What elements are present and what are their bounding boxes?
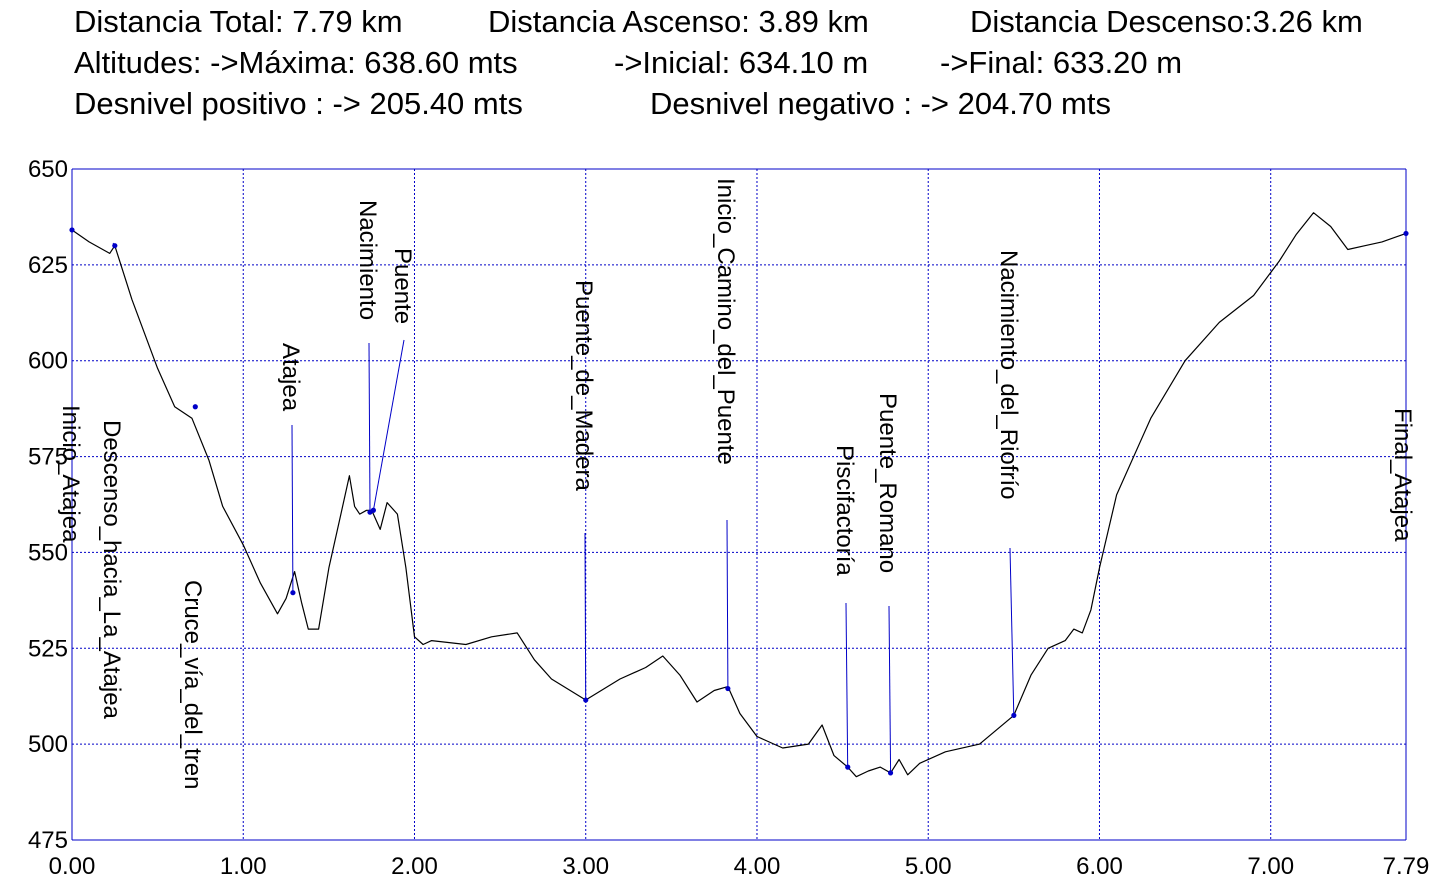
- waypoint-label: Nacimiento_del_Riofrío: [995, 250, 1022, 499]
- x-tick-label: 5.00: [905, 853, 952, 880]
- y-tick-label: 475: [28, 827, 68, 854]
- waypoint-leader-line: [291, 424, 294, 593]
- waypoint-label: Puente: [389, 248, 416, 324]
- waypoint-leader-line: [368, 342, 371, 513]
- y-tick-label: 650: [28, 156, 68, 183]
- y-tick-label: 625: [28, 252, 68, 279]
- waypoint: Final_Atajea: [1389, 230, 1416, 542]
- max-altitude: Altitudes: ->Máxima: 638.60 mts: [74, 45, 518, 80]
- waypoint: Atajea: [277, 343, 304, 596]
- waypoint: Nacimiento: [354, 200, 381, 515]
- waypoint-label: Puente_de_Madera: [570, 280, 597, 491]
- elevation-series: [71, 212, 1407, 778]
- waypoint: Puente: [370, 248, 416, 513]
- y-tick-label: 500: [28, 731, 68, 758]
- waypoint-marker: [69, 227, 75, 233]
- x-tick-label: 4.00: [734, 853, 781, 880]
- waypoint-marker: [725, 685, 731, 692]
- x-axis-labels: 0.00 1.00 2.00 3.00 4.00 5.00 6.00 7.00 7.79: [49, 853, 1430, 880]
- waypoint: Inicio_Camino_del_Puente: [712, 178, 739, 692]
- waypoint-label: Final_Atajea: [1389, 408, 1416, 542]
- waypoint-label: Inicio_Camino_del_Puente: [712, 178, 739, 465]
- x-tick-label: 6.00: [1076, 853, 1123, 880]
- waypoint: Cruce_vía_del_tren: [179, 404, 206, 789]
- y-tick-label: 575: [28, 444, 68, 471]
- x-tick-label: 7.00: [1247, 853, 1294, 880]
- waypoint-leader-line: [584, 532, 587, 701]
- waypoint: Piscifactoría: [831, 445, 858, 770]
- waypoint-label: Puente_Romano: [874, 393, 901, 573]
- waypoint-leader-line: [888, 605, 892, 773]
- waypoint-marker: [192, 404, 198, 410]
- waypoint: Nacimiento_del_Riofrío: [995, 250, 1022, 718]
- negative-gradient: Desnivel negativo : -> 204.70 mts: [650, 86, 1111, 121]
- final-altitude: ->Final: 633.20 m: [940, 45, 1183, 80]
- waypoint-leader-line: [726, 519, 729, 689]
- waypoint-label: Descenso_hacia_La_Atajea: [98, 420, 125, 720]
- y-tick-label: 600: [28, 348, 68, 375]
- x-tick-label: 7.79: [1383, 853, 1430, 880]
- waypoint: Puente_Romano: [874, 393, 901, 776]
- waypoint-marker: [112, 243, 118, 249]
- total-distance: Distancia Total: 7.79 km: [74, 4, 403, 39]
- waypoints: Inicio_Atajea Descenso_hacia_La_Atajea Cru…: [57, 178, 1416, 789]
- waypoint-marker: [887, 770, 894, 776]
- waypoint-label: Nacimiento: [354, 200, 381, 320]
- positive-gradient: Desnivel positivo : -> 205.40 mts: [74, 86, 523, 121]
- waypoint-label: Inicio_Atajea: [57, 405, 84, 543]
- waypoint: Descenso_hacia_La_Atajea: [98, 242, 125, 720]
- y-tick-label: 525: [28, 635, 68, 662]
- waypoint-label: Piscifactoría: [831, 445, 858, 576]
- waypoint-marker: [290, 590, 296, 596]
- initial-altitude: ->Inicial: 634.10 m: [614, 45, 869, 80]
- waypoint-leader-line: [372, 339, 405, 511]
- x-tick-label: 3.00: [562, 853, 609, 880]
- x-tick-label: 1.00: [220, 853, 267, 880]
- waypoint-label: Atajea: [277, 343, 304, 412]
- waypoint-marker: [583, 697, 589, 703]
- y-axis-labels: 475 500 525 550 575 600 625 650: [28, 156, 68, 854]
- waypoint-marker: [1403, 230, 1409, 237]
- elevation-line: [71, 212, 1407, 778]
- y-tick-label: 550: [28, 539, 68, 566]
- waypoint-leader-line: [1009, 547, 1015, 716]
- ascent-distance: Distancia Ascenso: 3.89 km: [488, 4, 869, 39]
- x-tick-label: 0.00: [49, 853, 96, 880]
- waypoint-marker: [1011, 712, 1017, 718]
- waypoint-marker: [370, 507, 376, 513]
- waypoint-marker: [845, 764, 851, 770]
- waypoint-label: Cruce_vía_del_tren: [179, 580, 206, 789]
- x-tick-label: 2.00: [391, 853, 438, 880]
- waypoint-leader-line: [845, 602, 849, 768]
- waypoint: Inicio_Atajea: [57, 227, 84, 543]
- descent-distance: Distancia Descenso:3.26 km: [970, 4, 1363, 39]
- chart-grid: [71, 168, 1407, 841]
- waypoint: Puente_de_Madera: [570, 280, 597, 703]
